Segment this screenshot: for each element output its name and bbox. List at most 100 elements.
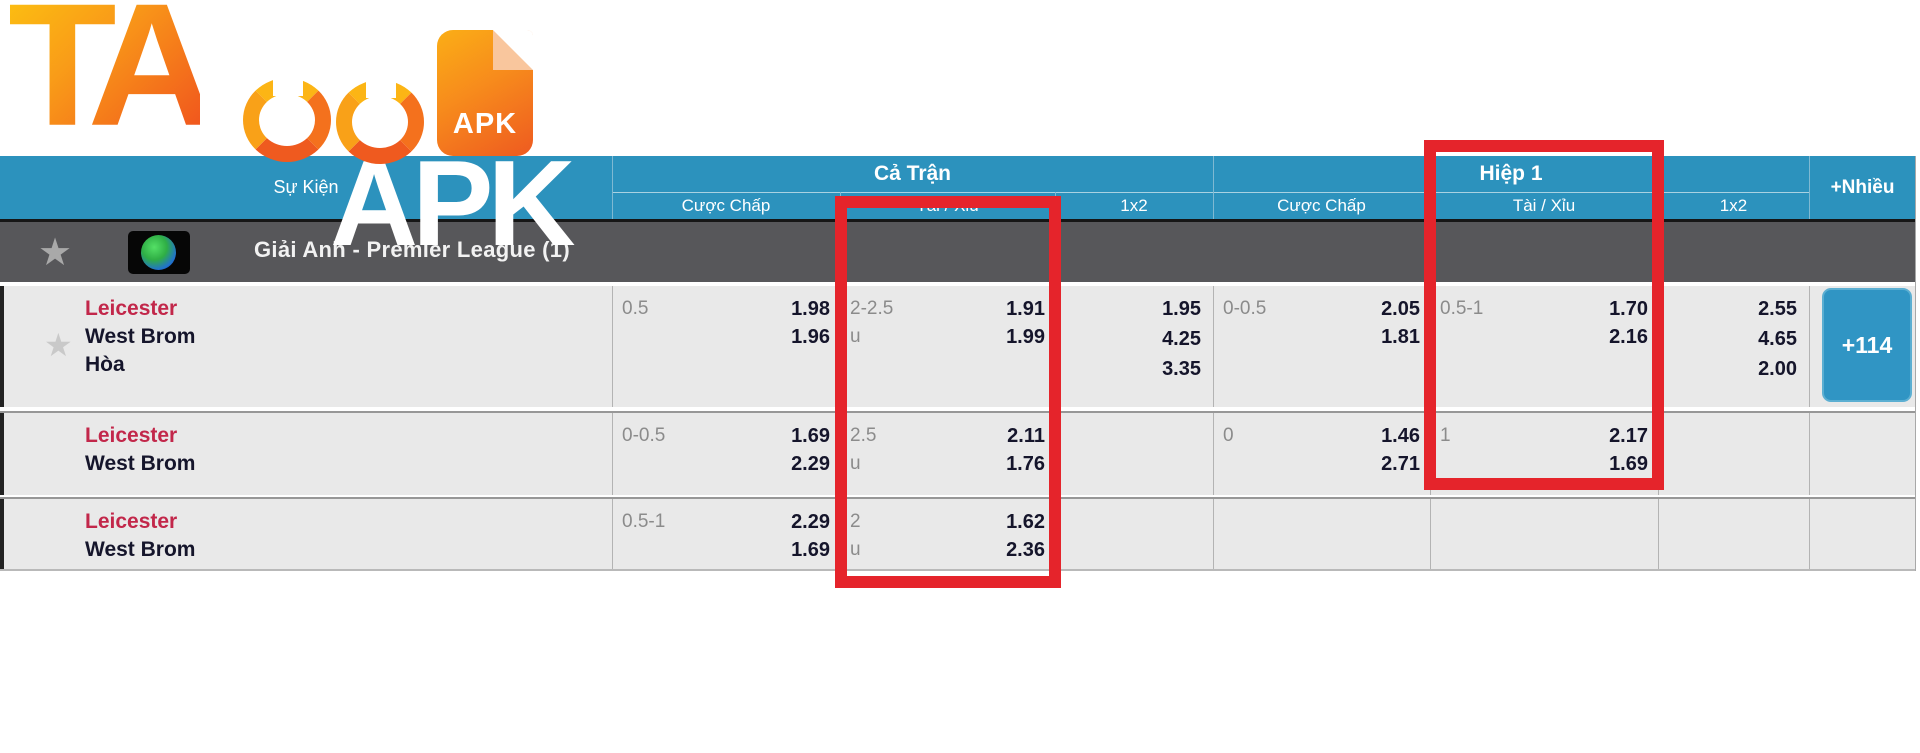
odds-value[interactable]: 2.16 [1609,326,1648,348]
apk-file-icon: APK [437,30,533,156]
odds-value[interactable]: 1.99 [1006,326,1045,348]
row-left-border [0,413,4,495]
odds-value[interactable]: 2.29 [791,511,830,533]
overunder-line: 1 [1440,425,1451,446]
odds-value[interactable]: 1.69 [1609,453,1648,475]
away-team[interactable]: West Brom [85,538,196,561]
ft-overunder-cell: 2.5 2.11 u 1.76 [840,413,1055,495]
favorite-star-icon[interactable]: ★ [44,327,73,363]
home-team[interactable]: Leicester [85,424,178,447]
odds-value[interactable]: 2.55 [1758,298,1797,320]
folded-corner-icon [493,30,533,70]
ft-handicap-cell: 0-0.5 1.69 2.29 [612,413,840,495]
overunder-line: 0.5-1 [1440,298,1484,319]
odds-value[interactable]: 1.98 [791,298,830,320]
header-divider [612,192,1809,193]
h1-handicap-header: Cược Chấp [1277,195,1366,215]
odds-value[interactable]: 1.81 [1381,326,1420,348]
overunder-line: 2.5 [850,425,877,446]
handicap-line: 0-0.5 [1223,298,1267,319]
overunder-line: 2-2.5 [850,298,894,319]
odds-value[interactable]: 2.05 [1381,298,1420,320]
league-row[interactable]: ★ Giải Anh - Premier League (1) [0,219,1916,282]
overunder-line: u [850,539,861,560]
logo-horseshoe-gap [366,72,396,98]
draw-label[interactable]: Hòa [85,353,125,376]
h1-1x2-cell: 2.55 4.65 2.00 [1658,286,1809,407]
more-bets-button[interactable]: +114 [1822,288,1912,402]
full-match-group-header: Cả Trận [873,162,952,185]
event-cell: Leicester West Brom [0,413,612,495]
odds-value[interactable]: 2.29 [791,453,830,475]
overunder-line: u [850,453,861,474]
handicap-line: 0 [1223,425,1234,446]
match-row: Leicester West Brom 0-0.5 1.69 2.29 2.5 2.… [0,411,1916,495]
away-team[interactable]: West Brom [85,452,196,475]
event-cell: ★ Leicester West Brom Hòa [0,286,612,407]
overunder-line: u [850,326,861,347]
league-name: Giải Anh - Premier League (1) [254,237,570,262]
league-favorite-star-icon[interactable]: ★ [38,232,73,274]
odds-value[interactable]: 1.96 [791,326,830,348]
ft-1x2-cell [1055,413,1213,495]
home-team[interactable]: Leicester [85,510,178,533]
more-column-header: +Nhiều [1830,176,1895,198]
ft-handicap-cell: 0.5-1 2.29 1.69 [612,499,840,569]
column-divider [1213,156,1214,219]
more-cell [1809,413,1916,495]
ft-handicap-cell: 0.5 1.98 1.96 [612,286,840,407]
h1-1x2-cell [1658,413,1809,495]
h1-overunder-cell [1430,499,1658,569]
odds-value[interactable]: 2.71 [1381,453,1420,475]
handicap-line: 0.5 [622,298,649,319]
apk-watermark-text: APK [330,135,576,271]
h1-handicap-cell: 0 1.46 2.71 [1213,413,1430,495]
site-logo-wordmark: TA [8,0,216,157]
more-cell [1809,499,1916,569]
event-cell: Leicester West Brom [0,499,612,569]
handicap-line: 0.5-1 [622,511,666,532]
odds-value[interactable]: 1.46 [1381,425,1420,447]
odds-value[interactable]: 1.69 [791,425,830,447]
odds-value[interactable]: 1.69 [791,539,830,561]
home-team[interactable]: Leicester [85,297,178,320]
handicap-line: 0-0.5 [622,425,666,446]
row-left-border [0,499,4,569]
odds-value[interactable]: 2.17 [1609,425,1648,447]
odds-value[interactable]: 4.65 [1758,328,1797,350]
globe-icon [141,235,176,270]
h1-overunder-cell: 1 2.17 1.69 [1430,413,1658,495]
odds-value[interactable]: 2.11 [1007,425,1045,447]
away-team[interactable]: West Brom [85,325,196,348]
odds-table: Sự Kiện Cả Trận Hiệp 1 Cược Chấp Tài / X… [0,156,1916,574]
fullmatch-overunder-highlight-box [835,196,1061,588]
column-divider [1809,156,1810,219]
h1-1x2-header: 1x2 [1719,195,1748,215]
odds-value[interactable]: 1.62 [1006,511,1045,533]
odds-value[interactable]: 1.70 [1609,298,1648,320]
odds-value[interactable]: 1.76 [1006,453,1045,475]
apk-badge-label: APK [452,108,518,140]
column-divider [612,156,613,219]
h1-overunder-header: Tài / Xỉu [1512,195,1576,215]
odds-value[interactable]: 1.95 [1162,298,1201,320]
h1-handicap-cell: 0-0.5 2.05 1.81 [1213,286,1430,407]
match-row: ★ Leicester West Brom Hòa 0.5 1.98 1.96 2… [0,286,1916,407]
ft-overunder-cell: 2-2.5 1.91 u 1.99 [840,286,1055,407]
event-column-header: Sự Kiện [273,177,339,197]
overunder-line: 2 [850,511,861,532]
odds-value[interactable]: 3.35 [1162,358,1201,380]
odds-value[interactable]: 2.00 [1758,358,1797,380]
table-right-border [1915,156,1916,571]
odds-value[interactable]: 2.36 [1006,539,1045,561]
match-row: Leicester West Brom 0.5-1 2.29 1.69 2 1.62… [0,497,1916,571]
ft-handicap-header: Cược Chấp [681,195,771,215]
odds-value[interactable]: 1.91 [1006,298,1045,320]
more-cell: +114 [1809,286,1916,407]
h1-handicap-cell [1213,499,1430,569]
odds-value[interactable]: 4.25 [1162,328,1201,350]
ft-1x2-cell [1055,499,1213,569]
league-flag-icon [128,231,190,274]
ft-1x2-header: 1x2 [1120,195,1148,215]
